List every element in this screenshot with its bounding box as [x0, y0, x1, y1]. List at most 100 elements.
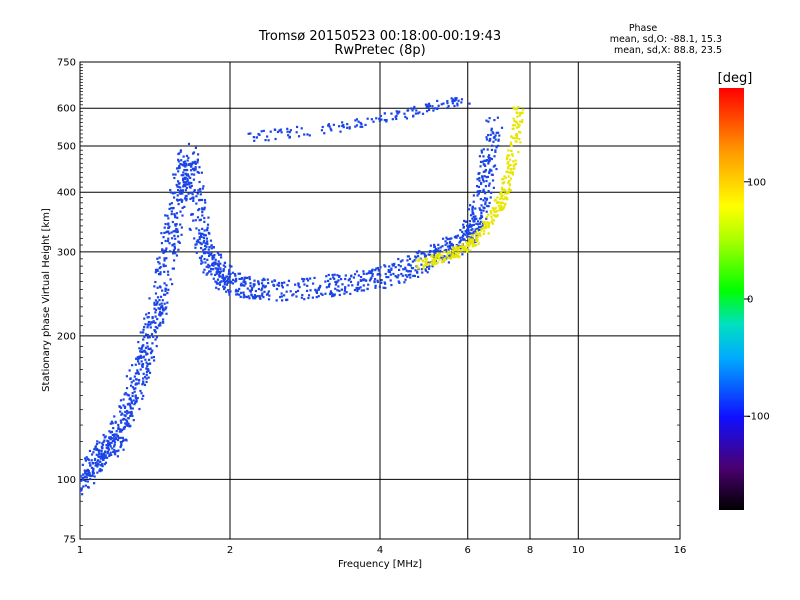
o-mode-point: [93, 475, 96, 478]
x-mode-point: [508, 180, 511, 183]
o-mode-point: [384, 282, 387, 285]
o-mode-point: [480, 211, 483, 215]
x-mode-point: [438, 258, 441, 261]
x-mode-point: [509, 168, 512, 171]
o-mode-point: [149, 347, 152, 350]
o-mode-point: [329, 290, 333, 293]
o-mode-point: [280, 295, 284, 298]
upper-trace-point: [414, 112, 418, 115]
x-mode-point: [478, 232, 481, 235]
o-mode-point: [428, 265, 431, 268]
x-tick-label: 4: [377, 545, 383, 556]
o-mode-point: [91, 474, 94, 477]
o-mode-point: [480, 204, 483, 207]
o-mode-point: [359, 279, 362, 282]
o-mode-point: [277, 284, 280, 287]
o-mode-point: [123, 393, 126, 396]
o-mode-point: [473, 230, 476, 233]
o-mode-point: [141, 364, 144, 368]
o-mode-point: [191, 161, 194, 164]
o-mode-point: [179, 186, 182, 189]
x-mode-point: [463, 248, 466, 252]
o-mode-point: [129, 414, 132, 418]
o-mode-point: [74, 489, 76, 491]
o-mode-point: [258, 294, 261, 298]
o-mode-point: [468, 223, 472, 226]
o-mode-point: [369, 277, 372, 281]
o-mode-point: [104, 454, 107, 457]
o-mode-point: [182, 174, 185, 177]
o-mode-point: [183, 160, 187, 163]
o-mode-point: [264, 285, 267, 288]
x-mode-point: [433, 259, 437, 262]
x-mode-point: [490, 215, 493, 218]
o-mode-point: [203, 208, 206, 211]
o-mode-point: [84, 457, 87, 460]
o-mode-point: [102, 440, 105, 443]
o-mode-point: [281, 299, 284, 302]
x-mode-point: [508, 154, 511, 157]
o-mode-point: [179, 149, 183, 152]
o-mode-point: [110, 430, 114, 434]
o-mode-point: [450, 247, 453, 251]
x-mode-point: [437, 253, 441, 256]
upper-trace-point: [433, 107, 437, 110]
o-mode-point: [325, 286, 328, 289]
x-mode-point: [427, 262, 431, 266]
o-mode-point: [168, 242, 171, 245]
o-mode-point: [191, 163, 194, 166]
o-mode-point: [260, 282, 264, 285]
o-mode-point: [239, 295, 242, 299]
o-mode-point: [92, 451, 95, 454]
x-mode-point: [485, 224, 488, 228]
x-mode-point: [484, 226, 487, 230]
x-mode-point: [513, 164, 516, 167]
o-mode-point: [107, 448, 111, 451]
o-mode-point: [227, 278, 230, 281]
o-mode-point: [351, 284, 354, 287]
o-mode-point: [261, 285, 265, 288]
o-mode-point: [198, 232, 201, 235]
o-mode-point: [472, 212, 475, 215]
o-mode-point: [181, 199, 184, 202]
o-mode-point: [475, 222, 478, 225]
o-mode-point: [198, 166, 201, 169]
o-mode-point: [352, 276, 356, 279]
o-mode-point: [484, 185, 488, 188]
o-mode-point: [478, 228, 481, 231]
o-mode-point: [481, 176, 484, 179]
o-mode-point: [97, 450, 101, 453]
o-mode-point: [242, 293, 246, 296]
o-mode-point: [373, 280, 376, 284]
o-mode-point: [208, 264, 211, 268]
o-mode-point: [177, 180, 180, 183]
o-mode-point: [488, 117, 491, 120]
o-mode-point: [407, 270, 410, 273]
o-mode-point: [492, 140, 495, 143]
o-mode-point: [348, 277, 351, 280]
o-mode-point: [477, 192, 480, 195]
o-mode-point: [206, 258, 209, 261]
x-mode-point: [493, 208, 496, 211]
y-tick-label: 100: [57, 475, 76, 486]
o-mode-point: [331, 273, 334, 277]
o-mode-point: [260, 289, 263, 292]
o-mode-point: [119, 406, 123, 409]
o-mode-point: [459, 236, 462, 239]
o-mode-point: [485, 210, 488, 213]
o-mode-point: [105, 456, 109, 459]
o-mode-point: [266, 278, 269, 281]
o-mode-point: [397, 280, 400, 283]
x-mode-point: [495, 210, 498, 213]
upper-trace-point: [323, 132, 326, 135]
x-mode-point: [514, 137, 517, 140]
upper-trace-point: [348, 127, 351, 130]
x-tick-label: 16: [674, 545, 687, 556]
o-mode-point: [154, 299, 157, 302]
o-mode-point: [188, 185, 191, 188]
o-mode-point: [187, 181, 191, 184]
o-mode-point: [227, 289, 230, 292]
o-mode-point: [120, 443, 123, 446]
o-mode-point: [493, 155, 496, 158]
o-mode-point: [470, 228, 473, 232]
